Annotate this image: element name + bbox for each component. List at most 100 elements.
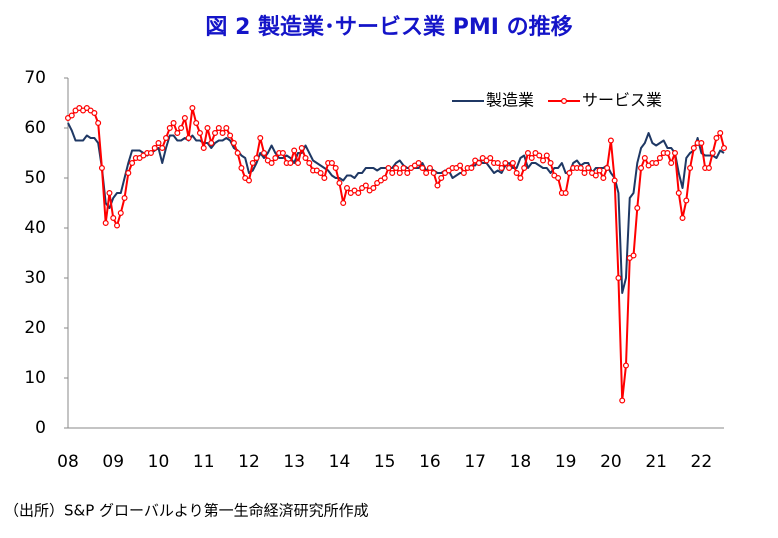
point — [178, 124, 185, 131]
point — [321, 175, 328, 182]
point — [709, 150, 716, 157]
x-tick-label: 08 — [57, 452, 79, 472]
point — [547, 160, 554, 167]
point — [163, 135, 170, 142]
x-tick-label: 17 — [464, 452, 486, 472]
point — [687, 165, 694, 172]
point — [204, 124, 211, 131]
point — [106, 190, 113, 197]
point — [208, 140, 215, 147]
point — [426, 165, 433, 172]
y-tick-label: 30 — [24, 268, 46, 288]
point — [638, 165, 645, 172]
point — [668, 160, 675, 167]
point — [287, 160, 294, 167]
point — [566, 170, 573, 177]
point — [102, 220, 109, 227]
y-tick-label: 60 — [24, 118, 46, 138]
point — [238, 165, 245, 172]
point — [415, 160, 422, 167]
point — [555, 175, 562, 182]
point — [393, 165, 400, 172]
point — [332, 165, 339, 172]
point — [664, 150, 671, 157]
point — [400, 165, 407, 172]
point — [581, 170, 588, 177]
point — [268, 160, 275, 167]
point — [166, 124, 173, 131]
point — [385, 165, 392, 172]
point — [528, 155, 535, 162]
point — [193, 119, 200, 126]
point — [227, 132, 234, 139]
point — [223, 124, 230, 131]
point — [95, 119, 102, 126]
series-line — [67, 122, 725, 294]
point — [328, 160, 335, 167]
y-tick-label: 0 — [35, 418, 46, 438]
point — [343, 185, 350, 192]
point — [196, 130, 203, 137]
point — [306, 160, 313, 167]
source-note: （出所）S&P グローバルより第一生命経済研究所作成 — [4, 502, 369, 520]
point — [110, 215, 117, 222]
point — [468, 165, 475, 172]
x-tick-label: 15 — [374, 452, 396, 472]
point — [585, 165, 592, 172]
point — [622, 362, 629, 369]
point — [91, 109, 98, 116]
x-tick-label: 12 — [238, 452, 260, 472]
legend-label: サービス業 — [582, 91, 662, 110]
point — [592, 172, 599, 179]
point — [434, 182, 441, 189]
y-tick-label: 10 — [24, 368, 46, 388]
point — [457, 162, 464, 169]
point — [389, 170, 396, 177]
point — [245, 177, 252, 184]
point — [513, 170, 520, 177]
x-tick-label: 11 — [193, 452, 215, 472]
point — [170, 119, 177, 126]
point — [430, 170, 437, 177]
point — [396, 170, 403, 177]
point — [125, 170, 132, 177]
point — [615, 275, 622, 282]
point — [498, 165, 505, 172]
point — [129, 160, 136, 167]
legend-label: 製造業 — [486, 91, 534, 110]
point — [370, 185, 377, 192]
y-tick-label: 40 — [24, 218, 46, 238]
point — [521, 165, 528, 172]
point — [200, 145, 207, 152]
x-tick-label: 20 — [600, 452, 622, 472]
point — [234, 150, 241, 157]
point — [423, 170, 430, 177]
x-tick-label: 13 — [283, 452, 305, 472]
point — [189, 104, 196, 111]
point — [494, 160, 501, 167]
point — [362, 182, 369, 189]
x-tick-label: 16 — [419, 452, 441, 472]
point — [212, 130, 219, 137]
point — [717, 130, 724, 137]
point — [607, 137, 614, 144]
y-tick-label: 50 — [24, 168, 46, 188]
point — [540, 157, 547, 164]
point — [181, 114, 188, 121]
point — [656, 155, 663, 162]
chart-title: 図 2 製造業･サービス業 PMI の推移 — [205, 14, 572, 40]
point — [381, 175, 388, 182]
point — [147, 150, 154, 157]
point — [336, 180, 343, 187]
point — [671, 150, 678, 157]
point — [261, 150, 268, 157]
point — [219, 130, 226, 137]
point — [174, 130, 181, 137]
point — [562, 190, 569, 197]
point — [705, 165, 712, 172]
point — [317, 170, 324, 177]
y-tick-label: 20 — [24, 318, 46, 338]
point — [577, 165, 584, 172]
point — [460, 170, 467, 177]
